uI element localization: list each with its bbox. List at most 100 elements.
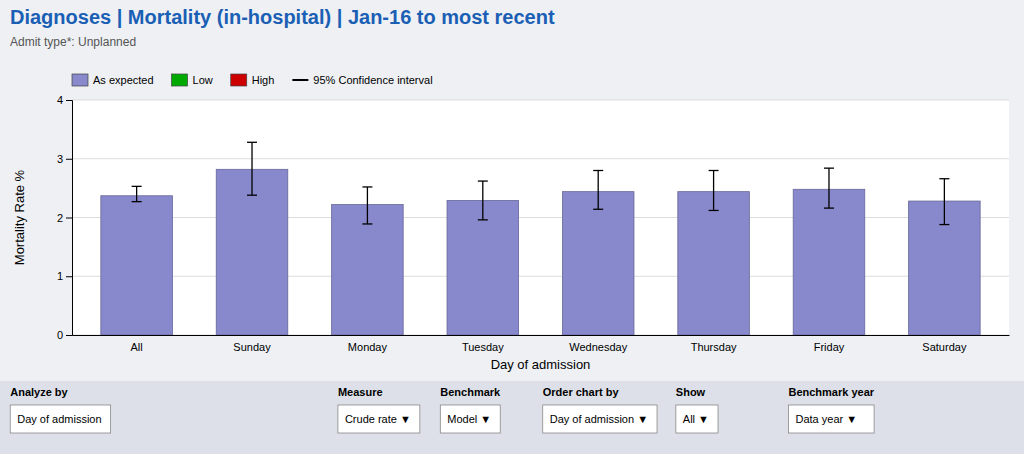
control-value: All ▼ xyxy=(683,413,709,425)
error-bar xyxy=(247,142,257,195)
y-tick-label: 3 xyxy=(57,153,63,165)
legend-item: Low xyxy=(172,74,213,86)
x-tick-label: Wednesday xyxy=(569,341,627,353)
control: MeasureCrude rate ▼ xyxy=(338,386,420,433)
legend-swatch xyxy=(172,74,188,86)
error-bar-cap xyxy=(362,223,372,224)
subtitle: Admit type*: Unplanned xyxy=(10,35,136,49)
control-value: Crude rate ▼ xyxy=(345,413,411,425)
y-axis-title: Mortality Rate % xyxy=(12,169,27,265)
control-value: Model ▼ xyxy=(447,413,491,425)
control-box[interactable] xyxy=(440,405,500,433)
control-label: Show xyxy=(676,386,706,398)
x-tick-label: Sunday xyxy=(233,341,271,353)
x-tick: Tuesday xyxy=(462,335,504,353)
error-bar xyxy=(709,171,719,211)
error-bar-line xyxy=(828,168,829,208)
legend-label: Low xyxy=(193,74,213,86)
x-tick: Saturday xyxy=(922,335,967,353)
control-label: Order chart by xyxy=(543,386,620,398)
y-axis: 0 1 2 3 4 xyxy=(57,94,73,341)
bar xyxy=(447,200,519,335)
x-tick-label: All xyxy=(131,341,143,353)
x-tick-label: Friday xyxy=(814,341,845,353)
control-value: Data year ▼ xyxy=(795,413,857,425)
y-tick-mark xyxy=(66,218,72,219)
y-tick-mark xyxy=(66,276,72,277)
control-label: Analyze by xyxy=(10,386,68,398)
x-tick: Wednesday xyxy=(569,335,627,353)
y-tick: 2 xyxy=(57,212,72,224)
y-tick-mark xyxy=(66,159,72,160)
legend-item: 95% Confidence interval xyxy=(292,74,432,86)
x-tick-label: Thursday xyxy=(691,341,737,353)
grid-line xyxy=(72,100,1009,101)
error-bar-cap xyxy=(593,209,603,210)
legend-item: High xyxy=(231,74,275,86)
control-label: Benchmark year xyxy=(788,386,874,398)
error-bar-cap xyxy=(824,207,834,208)
grid-line xyxy=(72,158,1009,159)
grid-line xyxy=(72,276,1009,277)
error-bar-line xyxy=(598,171,599,210)
bar xyxy=(332,205,404,335)
x-tick: Thursday xyxy=(691,335,737,353)
y-tick-mark xyxy=(66,335,72,336)
error-bar-cap xyxy=(247,142,257,143)
error-bar-line xyxy=(713,171,714,211)
error-bar-cap xyxy=(478,219,488,220)
y-tick: 0 xyxy=(57,329,72,341)
bar xyxy=(101,196,173,335)
legend-label: 95% Confidence interval xyxy=(313,74,432,86)
error-bar-cap xyxy=(593,170,603,171)
legend-swatch xyxy=(231,74,247,86)
control-box[interactable] xyxy=(676,405,718,433)
title: Diagnoses | Mortality (in-hospital) | Ja… xyxy=(10,6,555,28)
error-bar-cap xyxy=(709,210,719,211)
error-bar-cap xyxy=(132,201,142,202)
x-tick-label: Tuesday xyxy=(462,341,504,353)
error-bar-line xyxy=(136,186,137,201)
x-tick: All xyxy=(131,335,143,353)
control: Order chart byDay of admission ▼ xyxy=(543,386,657,433)
x-tick: Friday xyxy=(814,335,845,353)
control-value: Day of admission xyxy=(17,413,101,425)
error-bar-cap xyxy=(362,186,372,187)
error-bar xyxy=(939,179,949,225)
control-box[interactable] xyxy=(338,405,420,433)
y-tick: 4 xyxy=(57,94,72,106)
marks xyxy=(101,142,980,335)
control-box[interactable] xyxy=(543,405,657,433)
bar xyxy=(562,192,634,335)
control-label: Benchmark xyxy=(440,386,501,398)
y-tick-label: 0 xyxy=(57,329,63,341)
y-tick-label: 4 xyxy=(57,94,63,106)
x-axis-line xyxy=(73,335,1010,336)
y-tick-label: 2 xyxy=(57,212,63,224)
x-tick-label: Saturday xyxy=(922,341,967,353)
error-bar xyxy=(593,171,603,210)
error-bar-cap xyxy=(132,186,142,187)
legend-swatch xyxy=(292,79,308,81)
error-bar-line xyxy=(482,181,483,220)
y-tick: 3 xyxy=(57,153,72,165)
y-tick-label: 1 xyxy=(57,270,63,282)
y-tick: 1 xyxy=(57,270,72,282)
control-box[interactable] xyxy=(10,405,110,433)
plot-background xyxy=(72,100,1009,335)
grid-line xyxy=(72,217,1009,218)
error-bar-cap xyxy=(824,167,834,168)
error-bar xyxy=(478,181,488,220)
legend: As expected Low High 95% Confidence interva… xyxy=(72,74,433,86)
legend-item: As expected xyxy=(72,74,154,86)
y-tick-mark xyxy=(66,100,72,101)
x-tick: Monday xyxy=(348,335,388,353)
error-bar-cap xyxy=(709,170,719,171)
error-bar-cap xyxy=(247,195,257,196)
x-axis-title: Day of admission xyxy=(491,357,591,372)
control: Benchmark year Data year ▼ xyxy=(788,386,874,433)
error-bar-line xyxy=(944,179,945,225)
control-box[interactable] xyxy=(788,405,874,433)
chart: Diagnoses | Mortality (in-hospital) | Ja… xyxy=(0,0,1024,454)
error-bar xyxy=(132,186,142,201)
